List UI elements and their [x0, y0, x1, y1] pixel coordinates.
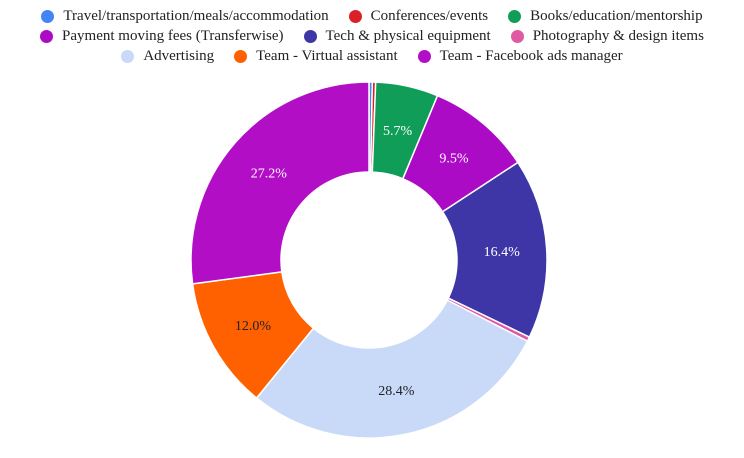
legend-label: Payment moving fees (Transferwise): [62, 27, 284, 44]
donut-slice[interactable]: [441, 161, 548, 339]
donut-slice[interactable]: [255, 299, 529, 439]
legend-row-1: Travel/transportation/meals/accommodatio…: [0, 6, 744, 26]
legend-swatch: [348, 9, 362, 23]
legend-swatch: [41, 9, 55, 23]
legend-label: Books/education/mentorship: [530, 7, 703, 24]
slice-data-label: 5.7%: [383, 124, 413, 139]
legend-item-payment-fees[interactable]: Payment moving fees (Transferwise): [40, 27, 284, 45]
legend-item-facebook-ads[interactable]: Team - Facebook ads manager: [417, 47, 623, 65]
chart-legend: Travel/transportation/meals/accommodatio…: [0, 6, 744, 66]
slice-data-label: 12.0%: [235, 319, 272, 334]
legend-swatch: [121, 49, 135, 63]
slice-data-label: 9.5%: [439, 152, 469, 167]
slice-data-label: 28.4%: [378, 384, 415, 399]
legend-swatch: [234, 49, 248, 63]
legend-label: Conferences/events: [370, 7, 489, 24]
slice-data-label: 27.2%: [251, 167, 288, 182]
legend-label: Travel/transportation/meals/accommodatio…: [63, 7, 329, 24]
legend-swatch: [510, 29, 524, 43]
legend-item-photography[interactable]: Photography & design items: [510, 27, 704, 45]
legend-item-tech[interactable]: Tech & physical equipment: [303, 27, 491, 45]
slice-data-label: 16.4%: [484, 245, 521, 260]
legend-item-advertising[interactable]: Advertising: [121, 48, 214, 65]
legend-row-2: Payment moving fees (Transferwise) Tech …: [0, 26, 744, 46]
legend-item-conferences[interactable]: Conferences/events: [348, 7, 489, 25]
legend-label: Advertising: [143, 47, 215, 64]
legend-label: Team - Virtual assistant: [256, 47, 398, 64]
legend-swatch: [508, 9, 522, 23]
legend-swatch: [40, 29, 54, 43]
legend-label: Team - Facebook ads manager: [439, 47, 623, 64]
legend-row-3: Advertising Team - Virtual assistant Tea…: [0, 46, 744, 66]
legend-item-travel[interactable]: Travel/transportation/meals/accommodatio…: [41, 7, 329, 25]
legend-item-books[interactable]: Books/education/mentorship: [508, 7, 703, 25]
legend-swatch: [417, 49, 431, 63]
legend-swatch: [303, 29, 317, 43]
legend-label: Photography & design items: [532, 27, 704, 44]
donut-slice[interactable]: [190, 81, 370, 285]
legend-item-virtual-assistant[interactable]: Team - Virtual assistant: [234, 48, 398, 65]
legend-label: Tech & physical equipment: [325, 27, 491, 44]
